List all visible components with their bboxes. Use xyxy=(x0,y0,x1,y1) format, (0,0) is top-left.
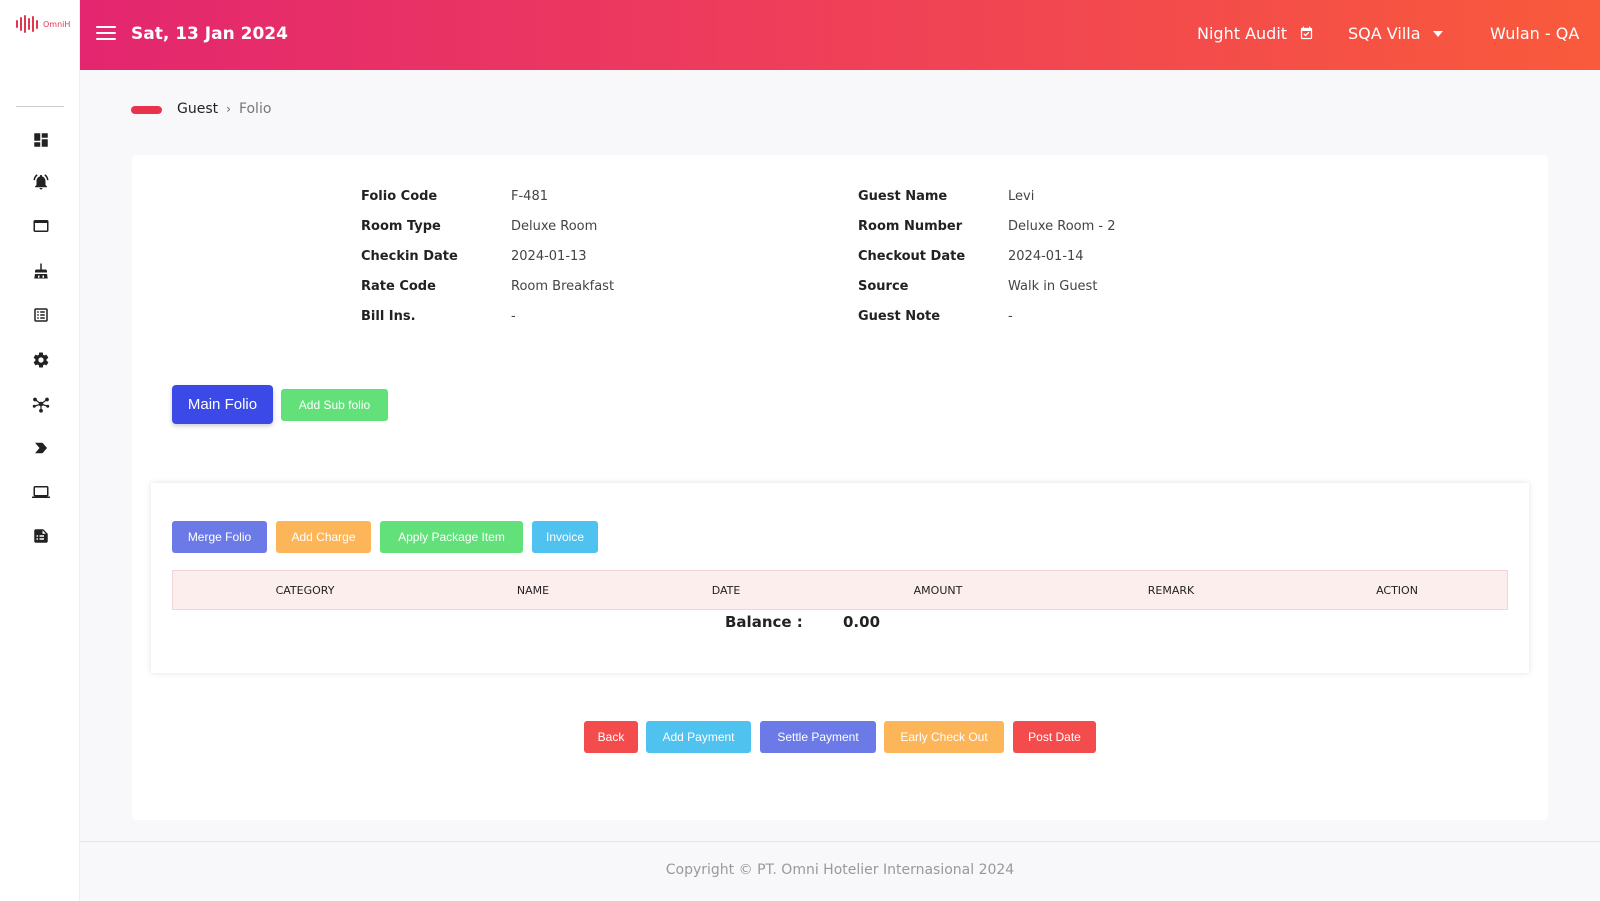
guest-note-value: - xyxy=(1008,309,1013,324)
guest-name-label: Guest Name xyxy=(858,189,948,204)
column-header-amount: AMOUNT xyxy=(913,584,963,597)
back-button[interactable]: Back xyxy=(584,721,638,753)
column-header-action: ACTION xyxy=(1376,584,1418,597)
top-header: Sat, 13 Jan 2024 Night Audit SQA Villa W… xyxy=(80,0,1600,70)
apply-package-item-button[interactable]: Apply Package Item xyxy=(380,521,523,553)
night-audit-label: Night Audit xyxy=(1197,24,1288,43)
balance-value: 0.00 xyxy=(843,613,881,631)
dashboard-icon xyxy=(34,133,48,147)
room-number-label: Room Number xyxy=(858,219,963,234)
main-folio-tab[interactable]: Main Folio xyxy=(172,385,273,424)
night-audit-button[interactable]: Night Audit xyxy=(1197,24,1314,43)
bill-ins-value: - xyxy=(511,309,516,324)
calendar-check-icon xyxy=(1300,26,1313,40)
column-header-remark: REMARK xyxy=(1147,584,1195,597)
bill-ins-label: Bill Ins. xyxy=(361,309,416,324)
report-icon xyxy=(34,529,48,543)
sidebar-item-notifications[interactable] xyxy=(30,171,52,193)
property-name: SQA Villa xyxy=(1348,24,1421,43)
add-payment-button[interactable]: Add Payment xyxy=(646,721,751,753)
network-icon xyxy=(32,397,50,413)
breadcrumb: Guest › Folio xyxy=(177,101,271,117)
caret-down-icon xyxy=(1432,30,1443,37)
bell-icon xyxy=(33,174,49,190)
breadcrumb-indicator xyxy=(131,106,162,114)
list-icon xyxy=(34,308,48,322)
folio-code-label: Folio Code xyxy=(361,189,438,204)
sidebar-item-rooms[interactable] xyxy=(30,215,52,237)
rate-code-label: Rate Code xyxy=(361,279,436,294)
post-date-button[interactable]: Post Date xyxy=(1013,721,1096,753)
rate-code-value: Room Breakfast xyxy=(511,279,615,294)
column-header-category: CATEGORY xyxy=(275,584,335,597)
menu-toggle-icon[interactable] xyxy=(96,26,116,42)
settle-payment-button[interactable]: Settle Payment xyxy=(760,721,876,753)
breadcrumb-guest-link[interactable]: Guest xyxy=(177,101,219,117)
column-header-date: DATE xyxy=(711,584,741,597)
guest-name-value: Levi xyxy=(1008,189,1035,204)
sidebar-item-channels[interactable] xyxy=(30,393,52,415)
sidebar-item-settings[interactable] xyxy=(30,349,52,371)
logo-mark-icon xyxy=(16,15,38,33)
early-check-out-button[interactable]: Early Check Out xyxy=(884,721,1004,753)
column-header-name: NAME xyxy=(516,584,550,597)
room-type-label: Room Type xyxy=(361,219,441,234)
sidebar-item-devices[interactable] xyxy=(30,481,52,503)
laptop-icon xyxy=(32,486,50,498)
logo-text: OmniH xyxy=(43,19,71,29)
room-type-value: Deluxe Room xyxy=(511,219,598,234)
sidebar-item-dashboard[interactable] xyxy=(30,129,52,151)
sidebar-item-reservations[interactable] xyxy=(30,304,52,326)
footer-divider xyxy=(80,841,1600,842)
add-charge-button[interactable]: Add Charge xyxy=(276,521,371,553)
tag-icon xyxy=(35,442,47,454)
sidebar-item-tags[interactable] xyxy=(30,437,52,459)
source-value: Walk in Guest xyxy=(1008,279,1098,294)
source-label: Source xyxy=(858,279,909,294)
checkout-date-label: Checkout Date xyxy=(858,249,966,264)
footer-copyright: Copyright © PT. Omni Hotelier Internasio… xyxy=(665,862,1015,878)
broom-icon xyxy=(34,263,48,279)
guest-note-label: Guest Note xyxy=(858,309,941,324)
transactions-table-header: CATEGORY NAME DATE AMOUNT REMARK ACTION xyxy=(172,570,1508,610)
app-logo[interactable]: OmniH xyxy=(16,14,70,34)
checkout-date-value: 2024-01-14 xyxy=(1008,249,1084,264)
checkin-date-label: Checkin Date xyxy=(361,249,458,264)
gear-icon xyxy=(33,352,49,368)
sidebar-item-housekeeping[interactable] xyxy=(30,260,52,282)
merge-folio-button[interactable]: Merge Folio xyxy=(172,521,267,553)
folio-code-value: F-481 xyxy=(511,189,548,204)
invoice-button[interactable]: Invoice xyxy=(532,521,598,553)
checkin-date-value: 2024-01-13 xyxy=(511,249,587,264)
room-number-value: Deluxe Room - 2 xyxy=(1008,219,1116,234)
window-icon xyxy=(33,220,49,232)
add-sub-folio-button[interactable]: Add Sub folio xyxy=(281,389,388,421)
breadcrumb-separator-icon: › xyxy=(226,102,231,116)
breadcrumb-current: Folio xyxy=(238,101,272,117)
sidebar-item-reports[interactable] xyxy=(30,525,52,547)
property-selector[interactable]: SQA Villa xyxy=(1348,24,1443,43)
sidebar: OmniH xyxy=(0,0,80,901)
user-menu[interactable]: Wulan - QA xyxy=(1490,24,1580,43)
sidebar-divider xyxy=(16,106,64,107)
business-date: Sat, 13 Jan 2024 xyxy=(131,24,288,44)
balance-label: Balance : xyxy=(725,613,803,631)
